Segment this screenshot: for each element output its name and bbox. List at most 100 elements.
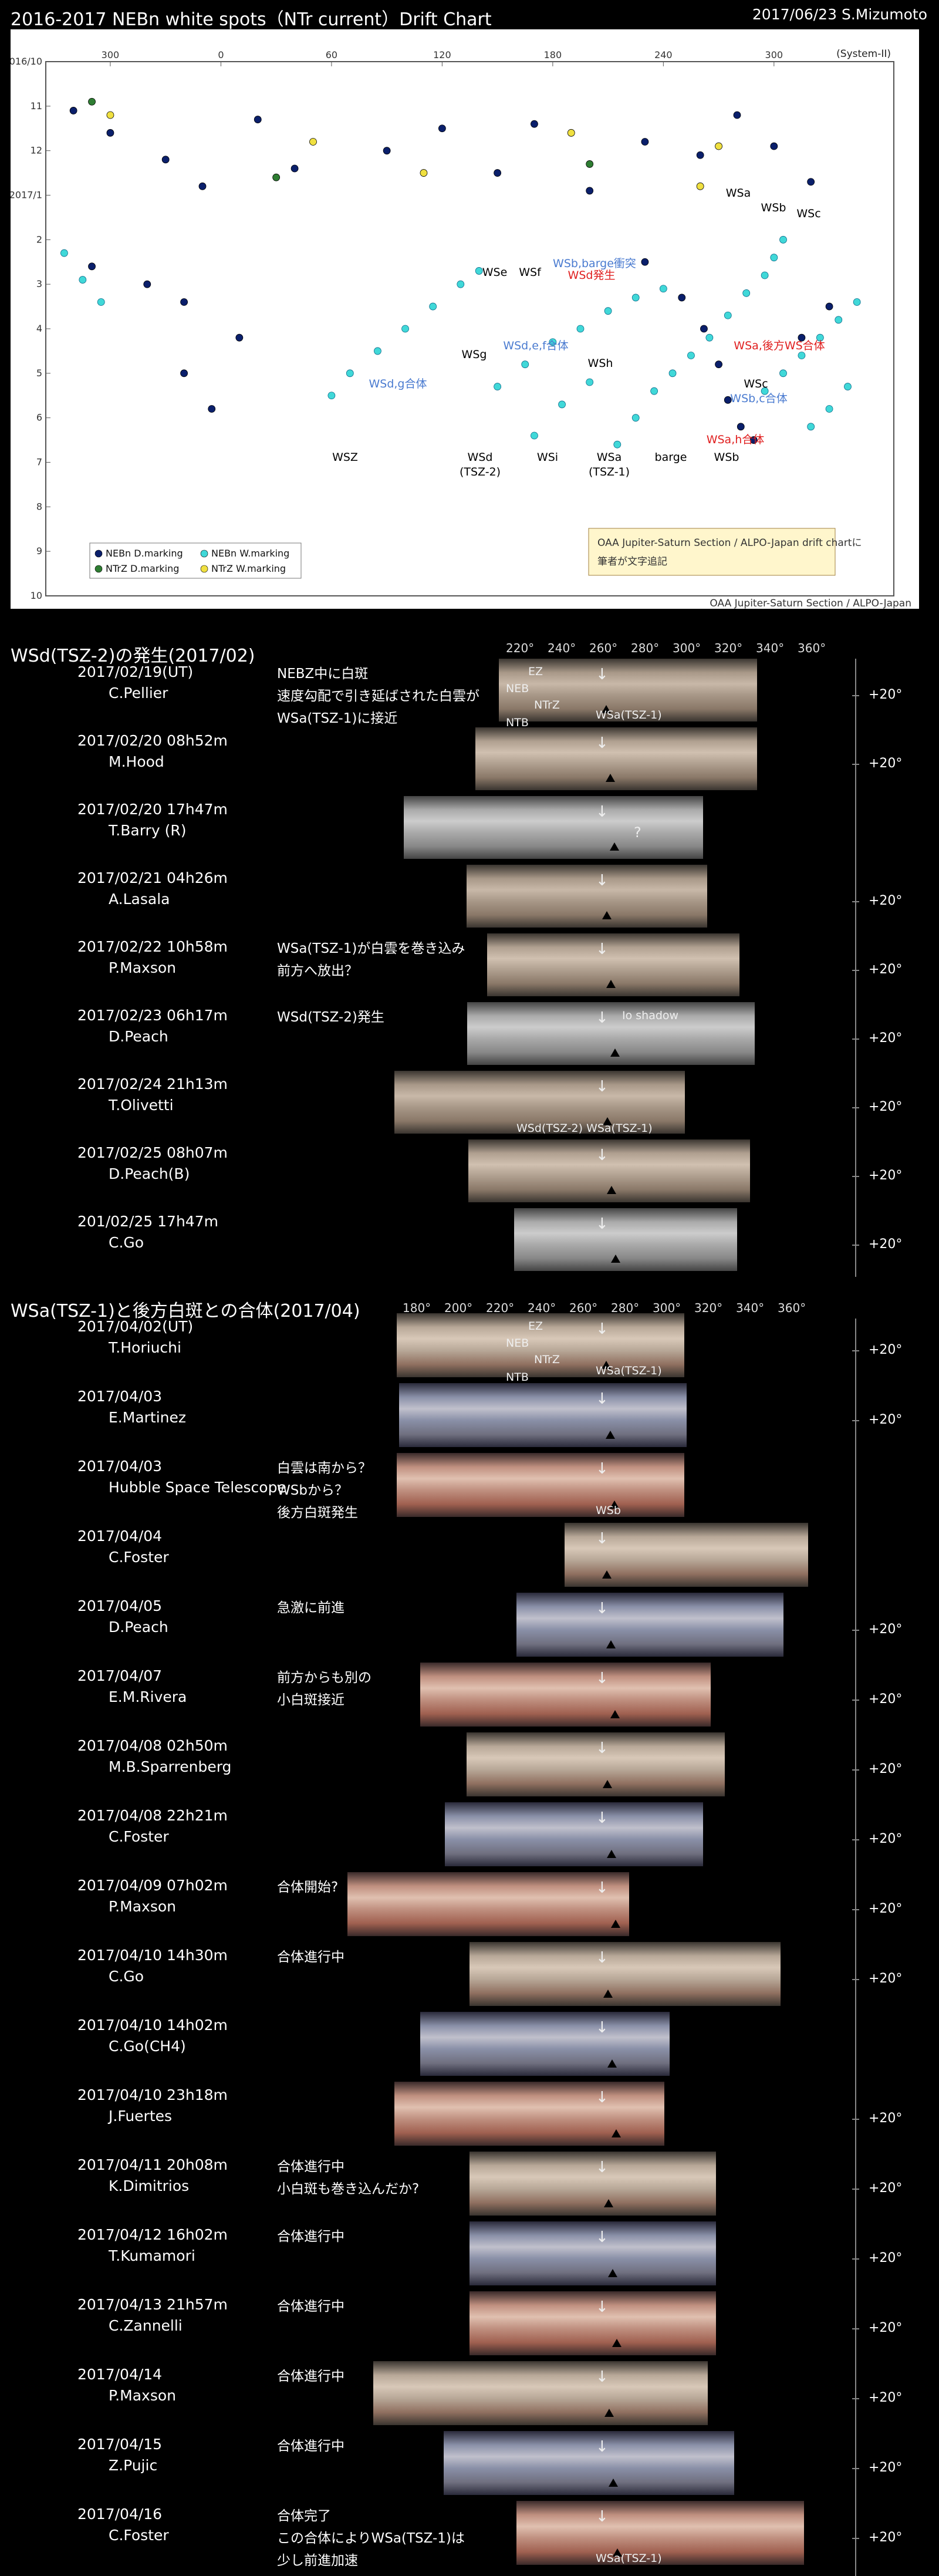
row-note: 前方からも別の — [277, 1670, 371, 1685]
row-note: 合体開始? — [277, 1880, 339, 1895]
position-marker — [602, 705, 611, 713]
data-point — [531, 431, 538, 440]
credit-line: 筆者が文字追記 — [597, 556, 667, 568]
x-tick-label: 240 — [654, 49, 673, 60]
jupiter-image — [514, 1208, 737, 1271]
lat-label: +20° — [869, 1761, 903, 1776]
position-marker — [612, 2339, 622, 2347]
row-note: 合体進行中 — [277, 2229, 344, 2244]
data-point — [88, 97, 96, 106]
scale-label: 240° — [548, 641, 576, 655]
white-arrow: ↓ — [596, 1009, 609, 1027]
jupiter-image — [394, 2082, 664, 2146]
lat-tick — [852, 2188, 859, 2190]
annotation: WSa,h合体 — [707, 433, 765, 446]
row-observer: D.Peach — [109, 1619, 168, 1636]
credit-line: OAA Jupiter-Saturn Section / ALPO-Japan … — [597, 537, 862, 549]
io-shadow-label: Io shadow — [622, 1009, 679, 1022]
data-point — [346, 369, 354, 377]
legend-marker — [200, 549, 208, 558]
lat-tick — [852, 763, 859, 765]
row-date: 2017/02/23 06h17m — [77, 1007, 228, 1024]
lat-tick — [852, 1769, 859, 1771]
data-point — [604, 307, 612, 315]
row-observer: C.Foster — [109, 1549, 169, 1566]
data-point — [798, 333, 806, 342]
y-tick-label: 12 — [31, 145, 42, 156]
lat-tick — [852, 1629, 859, 1631]
jupiter-image — [467, 865, 707, 928]
data-point — [807, 178, 815, 186]
chart-title: 2016-2017 NEBn white spots（NTr current）D… — [11, 9, 492, 30]
data-point — [429, 302, 437, 311]
x-tick-label: 300 — [102, 49, 120, 60]
row-date: 201/02/25 17h47m — [77, 1213, 218, 1230]
y-tick-label: 2016/10 — [11, 56, 42, 67]
white-arrow: ↓ — [596, 1739, 609, 1757]
row-note: 後方白斑発生 — [277, 1505, 358, 1520]
y-tick-label: 9 — [36, 545, 42, 557]
lat-label: +20° — [869, 1099, 903, 1114]
data-point — [327, 392, 336, 400]
jupiter-image — [499, 659, 757, 721]
position-marker — [613, 2548, 622, 2557]
lat-tick — [852, 1420, 859, 1421]
lat-label: +20° — [869, 1412, 903, 1427]
data-point — [235, 333, 244, 342]
data-point — [438, 124, 446, 133]
row-date: 2017/02/21 04h26m — [77, 869, 228, 886]
data-point — [798, 352, 806, 359]
row-date: 2017/04/15 — [77, 2436, 163, 2453]
data-point — [659, 285, 667, 293]
row-observer: T.Olivetti — [109, 1097, 174, 1114]
data-point — [494, 169, 502, 177]
lat-tick — [852, 2467, 859, 2469]
section1-title: WSd(TSZ-2)の発生(2017/02) — [11, 646, 255, 666]
white-arrow: ↓ — [596, 1320, 609, 1338]
scale-label: 320° — [714, 641, 743, 655]
scale-label: 220° — [486, 1301, 515, 1315]
annotation: WSb — [761, 201, 786, 214]
y-tick-label: 2017/1 — [11, 190, 42, 201]
data-point — [816, 333, 824, 342]
data-point — [687, 352, 695, 359]
data-point — [60, 249, 68, 257]
y-tick-label: 10 — [31, 590, 42, 601]
lat-label: +20° — [869, 1168, 903, 1183]
position-marker — [611, 1255, 620, 1263]
lat-tick — [852, 1350, 859, 1351]
scale-label: 260° — [569, 1301, 598, 1315]
row-observer: C.Go(CH4) — [109, 2038, 186, 2055]
data-point — [770, 142, 778, 150]
row-observer: K.Dimitrios — [109, 2177, 190, 2194]
position-marker — [603, 1990, 613, 1998]
data-point — [650, 387, 658, 395]
row-observer: P.Maxson — [109, 959, 176, 976]
white-arrow: ↓ — [596, 1390, 609, 1408]
position-marker — [610, 1710, 620, 1718]
lat-label: +20° — [869, 2180, 903, 2196]
lat-label: +20° — [869, 962, 903, 977]
band-label: NTrZ — [534, 1353, 560, 1366]
position-marker — [602, 1570, 612, 1579]
drift-chart-svg: 300 0 60 120 180 240 300 2016/10 11 12 2017/1 2 3 4 5 6… — [11, 48, 911, 609]
lat-label: +20° — [869, 893, 903, 908]
data-point — [291, 164, 299, 173]
lat-axis-line — [855, 659, 856, 1277]
lat-label: +20° — [869, 756, 903, 771]
position-marker — [610, 1048, 620, 1057]
row-observer: M.Hood — [109, 753, 164, 770]
marker-label: WSb — [596, 1504, 621, 1517]
position-marker — [606, 774, 615, 782]
data-point — [180, 298, 188, 306]
row-observer: E.M.Rivera — [109, 1688, 187, 1705]
row-observer: Hubble Space Telescope — [109, 1479, 286, 1496]
jupiter-image — [394, 1071, 685, 1134]
data-point — [749, 436, 758, 444]
data-point — [531, 120, 538, 128]
lat-tick — [852, 2398, 859, 2399]
white-arrow: ↓ — [596, 1600, 609, 1617]
annotation: WSe — [482, 266, 508, 279]
row-note: この合体によりWSa(TSZ-1)は — [277, 2531, 465, 2546]
jupiter-image — [373, 2361, 708, 2425]
